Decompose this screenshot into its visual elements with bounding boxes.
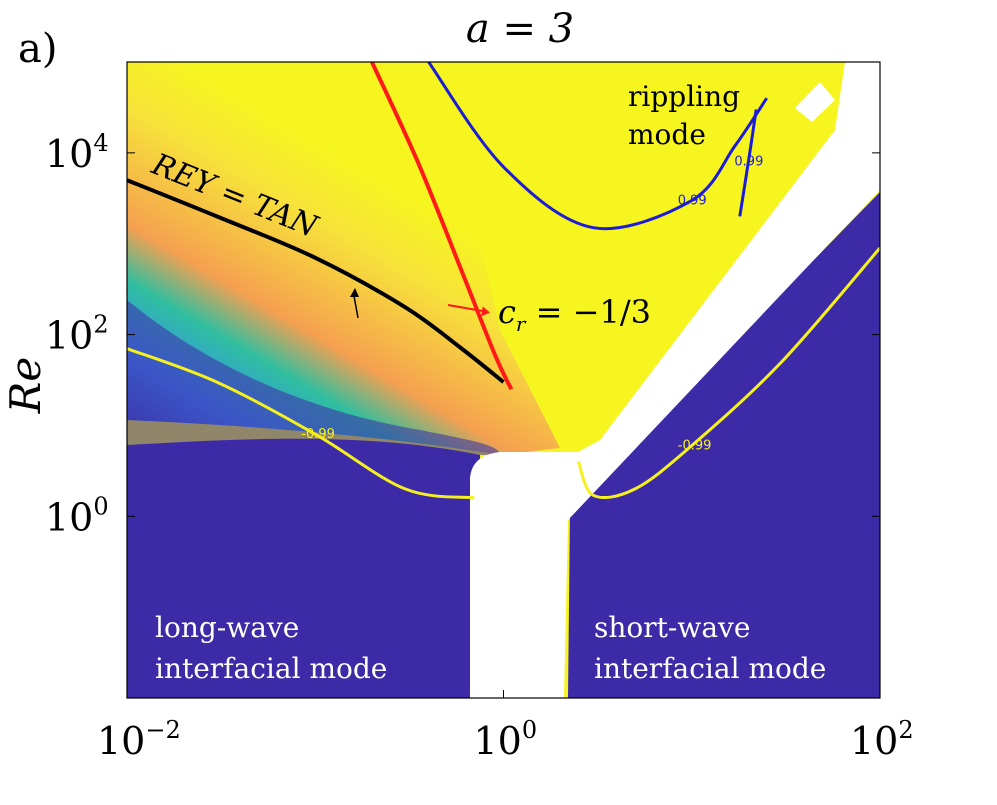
y-tick-label-1: 102 <box>45 311 109 358</box>
region-shortwave-line1: short-wave <box>594 611 750 644</box>
curves-layer <box>127 62 880 500</box>
cr-arrow <box>447 304 490 317</box>
contour-label-pos-0: 0.99 <box>678 193 707 208</box>
y-tick-label-2: 104 <box>45 129 109 176</box>
y-tick-label-0: 100 <box>45 492 109 539</box>
contour-label-neg-0: -0.99 <box>301 427 335 442</box>
contour-pos-0 <box>427 62 768 231</box>
cr-label: cr = −1/3 <box>498 293 651 336</box>
contour-pos-1 <box>738 109 758 217</box>
x-tick-label-1: 100 <box>474 716 538 763</box>
cr-label-main: c <box>498 293 516 331</box>
region-rippling-line1: rippling <box>628 80 740 113</box>
dark-region-shortwave <box>568 192 880 698</box>
y-axis-label: Re <box>1 357 50 414</box>
contour-label-pos-1: 0.99 <box>734 155 763 170</box>
labels-layer: 0.99 0.99 -0.99 -0.99 <box>301 155 763 454</box>
region-rippling-line2: mode <box>628 118 706 151</box>
dark-region-low-band <box>127 300 500 455</box>
contour-neg-0 <box>127 347 475 500</box>
contour-neg-1 <box>576 246 880 499</box>
cr-label-rest: = −1/3 <box>525 293 650 331</box>
region-shortwave-line2: interfacial mode <box>594 652 826 685</box>
white-gap <box>470 62 880 698</box>
cr-curve <box>370 62 514 391</box>
white-notch <box>795 82 835 122</box>
rey-tan-arrow <box>350 288 359 319</box>
title-text: a = 3 <box>466 6 574 52</box>
rey-tan-curve <box>127 178 505 384</box>
ticks-layer: 10−2 100 102 100 102 104 <box>45 129 914 763</box>
x-tick-label-0: 10−2 <box>97 716 181 763</box>
x-tick-label-2: 102 <box>850 716 914 763</box>
chart-title: a = 3 <box>466 6 574 52</box>
gradient-region <box>127 62 560 455</box>
contour-label-neg-1: -0.99 <box>678 439 712 454</box>
region-longwave-line2: interfacial mode <box>155 652 387 685</box>
panel-label: a) <box>18 26 57 72</box>
dark-region-longwave <box>127 438 480 698</box>
cr-label-sub: r <box>516 312 527 336</box>
region-longwave-line1: long-wave <box>155 611 299 644</box>
